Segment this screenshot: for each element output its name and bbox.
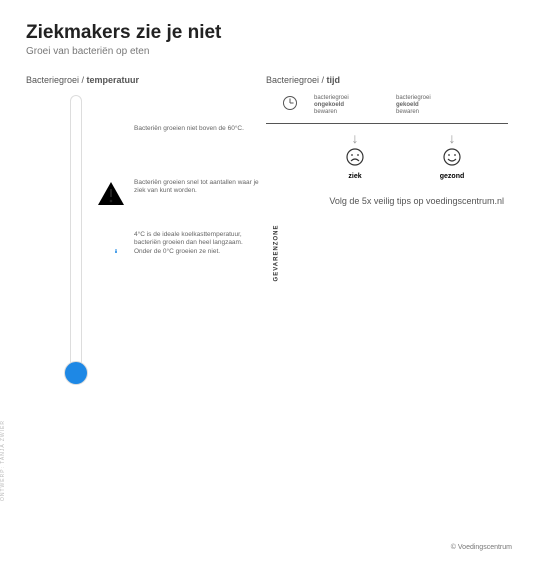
hdr-cool-l3: bewaren [396,109,419,115]
callout-hot-text: Bacteriën groeien niet boven de 60°C. [134,125,244,133]
face-healthy: gezond [396,148,508,180]
thermometer-tube [70,95,82,369]
right-heading: Bacteriegroei / tijd [266,75,508,85]
callout-warning: Bacteriën groeien snel tot aantallen waa… [96,179,260,209]
page-subtitle: Groei van bacteriën op eten [26,46,508,57]
hdr-cool-l2: gekoeld [396,102,419,108]
hdr-unc-l2: ongekoeld [314,102,344,108]
thermometer-bulb [64,361,88,385]
danger-zone-label: GEVARENZONE [270,199,282,307]
page-title: Ziekmakers zie je niet [26,22,508,44]
face-sick: ziek [314,148,396,180]
pot-icon [96,125,126,155]
face-sick-label: ziek [314,173,396,180]
callout-cold: 4°C is de ideale koelkasttemperatuur, ba… [96,231,260,261]
right-heading-prefix: Bacteriegroei / [266,75,327,85]
callout-hot: Bacteriën groeien niet boven de 60°C. [96,125,260,155]
fridge-icon [96,231,126,261]
table-rows: GEVARENZONE [266,123,508,124]
callout-cold-text: 4°C is de ideale koelkasttemperatuur, ba… [134,231,260,256]
thermometer-gradient [71,96,82,369]
face-healthy-label: gezond [396,173,508,180]
follow-text: Volg de 5x veilig tips op voedingscentru… [266,196,508,206]
right-heading-bold: tijd [327,75,341,85]
copyright: © Voedingscentrum [451,544,512,551]
arrow-sick: ↓ [314,130,396,146]
hdr-unc-l1: bacteriegroei [314,95,349,101]
designer-credit: ONTWERP: TANJA ZWIER [0,420,6,501]
temperature-panel: Bacteriën groeien niet boven de 60°C. Ba… [26,91,266,421]
arrow-healthy: ↓ [396,130,508,146]
hdr-cool-l1: bacteriegroei [396,95,431,101]
header-cooled: bacteriegroei gekoeld bewaren [396,95,508,117]
left-heading-prefix: Bacteriegroei / [26,75,87,85]
header-uncooled: bacteriegroei ongekoeld bewaren [314,95,396,117]
hdr-unc-l3: bewaren [314,109,337,115]
warning-icon [96,179,126,209]
left-heading: Bacteriegroei / temperatuur [26,75,266,85]
danger-zone-label-text: GEVARENZONE [273,224,279,281]
table-header: bacteriegroei ongekoeld bewaren bacterie… [266,91,508,123]
left-heading-bold: temperatuur [87,75,140,85]
callout-warning-text: Bacteriën groeien snel tot aantallen waa… [134,179,260,196]
time-panel: bacteriegroei ongekoeld bewaren bacterie… [266,91,508,421]
clock-icon [282,95,298,111]
